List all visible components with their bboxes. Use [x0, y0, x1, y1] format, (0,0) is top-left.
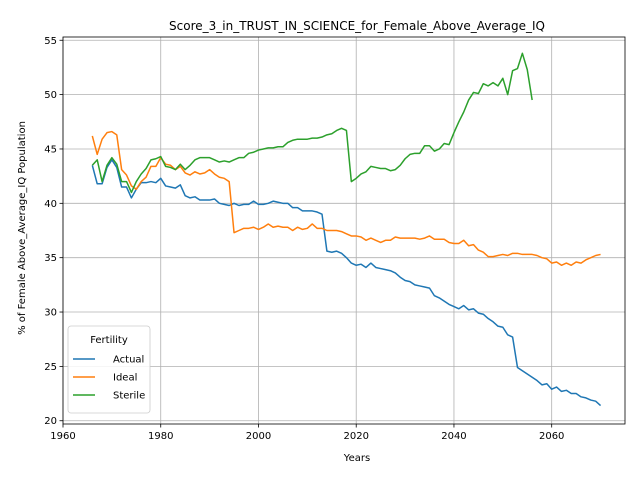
y-tick-label: 45 — [44, 144, 57, 155]
series-layer — [91, 52, 602, 407]
plot-frame — [62, 36, 626, 425]
x-axis-ticks: 1960 1980 2000 2020 2040 2060 — [50, 424, 564, 442]
legend-label-ideal: Ideal — [113, 373, 137, 384]
y-axis-ticks: 20 25 30 35 40 45 50 55 — [44, 36, 63, 427]
legend-box — [67, 325, 151, 414]
legend-title: Fertility — [90, 335, 128, 346]
x-tick-label: 1960 — [50, 431, 75, 442]
y-tick-label: 50 — [44, 90, 57, 101]
y-axis-label: % of Female Above_Average_IQ Population — [17, 121, 28, 335]
x-tick-label: 2020 — [343, 431, 368, 442]
chart-title: Score_3_in_TRUST_IN_SCIENCE_for_Female_A… — [169, 19, 545, 33]
legend-label-sterile: Sterile — [113, 391, 145, 402]
y-tick-label: 35 — [44, 253, 57, 264]
x-tick-label: 2000 — [246, 431, 271, 442]
legend: Fertility Actual Ideal Sterile — [67, 325, 151, 414]
series-line-ideal — [91, 130, 601, 267]
y-tick-label: 30 — [44, 308, 57, 319]
x-tick-label: 1980 — [148, 431, 173, 442]
legend-items: Actual Ideal Sterile — [73, 355, 145, 402]
y-tick-label: 55 — [44, 36, 57, 47]
x-tick-label: 2060 — [539, 431, 564, 442]
series-line-sterile — [91, 52, 533, 194]
x-tick-label: 2040 — [441, 431, 466, 442]
y-tick-label: 25 — [44, 362, 57, 373]
y-tick-label: 40 — [44, 199, 57, 210]
legend-label-actual: Actual — [113, 355, 144, 366]
x-axis-label: Years — [343, 453, 370, 464]
series-line-actual — [91, 159, 602, 407]
y-tick-label: 20 — [44, 416, 57, 427]
